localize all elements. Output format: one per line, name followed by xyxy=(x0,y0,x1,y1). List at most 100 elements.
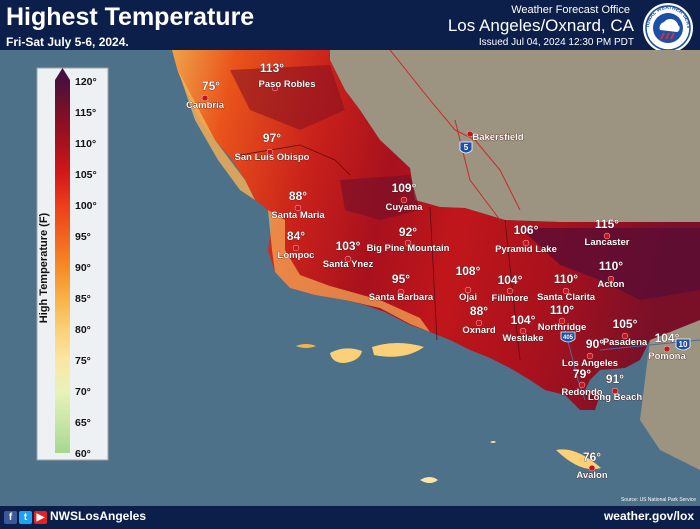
city-name-paso-robles: Paso Robles xyxy=(258,79,315,90)
island-san-miguel xyxy=(296,344,316,348)
coast-cool xyxy=(178,70,255,200)
city-temp-pasadena: 105° xyxy=(613,317,638,331)
city-temp-acton: 110° xyxy=(599,259,623,273)
legend-tick-60: 60° xyxy=(75,448,91,460)
legend-tick-65: 65° xyxy=(75,417,91,429)
youtube-icon[interactable]: ▶ xyxy=(34,510,47,524)
island-santa-cruz xyxy=(372,343,424,357)
city-temp-redondo: 79° xyxy=(573,367,591,381)
city-name-acton: Acton xyxy=(598,279,625,290)
social-icons: f t ▶ xyxy=(4,509,47,525)
social-handle[interactable]: NWSLosAngeles xyxy=(50,509,147,523)
legend-tick-70: 70° xyxy=(75,386,91,398)
road-i5-north xyxy=(454,119,501,221)
island-san-nicolas xyxy=(420,477,438,483)
forecast-land xyxy=(172,50,700,410)
island-santa-rosa xyxy=(330,348,362,363)
county-line-sb-ventura xyxy=(429,206,438,341)
temperature-legend: High Temperature (F) 120° 115° 110° 105°… xyxy=(36,67,109,461)
twitter-icon[interactable]: t xyxy=(19,510,32,524)
city-temp-los-angeles: 90° xyxy=(586,337,604,351)
city-temp-pyramid-lake: 106° xyxy=(514,223,539,237)
city-dot-fillmore xyxy=(506,287,514,295)
svg-text:405: 405 xyxy=(563,335,574,341)
city-dot-san-luis-obispo xyxy=(266,148,274,156)
city-name-pasadena: Pasadena xyxy=(603,337,648,348)
city-dot-redondo xyxy=(578,381,586,389)
city-name-northridge: Northridge xyxy=(538,322,587,333)
legend-tick-100: 100° xyxy=(75,200,97,212)
temperature-map: 5 405 10 High Temperature (F) 120° 115° … xyxy=(0,50,700,506)
footer-bar: f t ▶ NWSLosAngeles weather.gov/lox xyxy=(0,506,700,529)
city-name-lompoc: Lompoc xyxy=(278,250,315,261)
city-dot-big-pine-mountain xyxy=(404,239,412,247)
road-99 xyxy=(389,50,521,211)
city-dot-paso-robles xyxy=(271,84,279,92)
city-temp-fillmore: 104° xyxy=(498,273,523,287)
city-temp-cuyama: 109° xyxy=(392,181,417,195)
city-dot-pyramid-lake xyxy=(522,239,530,247)
city-temp-pomona: 104° xyxy=(655,331,680,345)
city-dot-lancaster xyxy=(603,232,611,240)
city-dot-santa-clarita xyxy=(562,287,570,295)
city-name-pyramid-lake: Pyramid Lake xyxy=(495,244,557,255)
city-temp-paso-robles: 113° xyxy=(260,61,284,75)
legend-tick-110: 110° xyxy=(75,138,96,150)
city-temp-oxnard: 88° xyxy=(470,304,488,318)
city-dot-avalon xyxy=(588,464,596,472)
legend-tick-105: 105° xyxy=(75,169,97,181)
island-catalina xyxy=(556,449,601,470)
city-temp-westlake: 104° xyxy=(511,313,536,327)
legend-title: High Temperature (F) xyxy=(38,212,50,323)
city-dot-santa-ynez xyxy=(344,255,352,263)
office-label: Weather Forecast Office xyxy=(511,4,630,16)
city-name-cambria: Cambria xyxy=(186,100,225,111)
city-temp-santa-ynez: 103° xyxy=(336,239,361,253)
legend-tick-115: 115° xyxy=(75,107,96,119)
city-dot-cuyama xyxy=(400,196,408,204)
facebook-icon[interactable]: f xyxy=(4,510,17,524)
road-i405 xyxy=(564,329,586,401)
island-santa-barbara xyxy=(490,441,496,443)
outside-land-east xyxy=(640,320,700,470)
legend-tick-95: 95° xyxy=(75,231,91,243)
city-dot-ojai xyxy=(464,286,472,294)
city-name-santa-ynez: Santa Ynez xyxy=(323,259,374,270)
city-temp-santa-barbara: 95° xyxy=(392,272,410,286)
city-dot-pomona xyxy=(663,345,671,353)
city-name-westlake: Westlake xyxy=(502,333,543,344)
city-name-ojai: Ojai xyxy=(459,292,477,303)
city-temp-lancaster: 115° xyxy=(595,217,619,231)
legend-tick-75: 75° xyxy=(75,355,91,367)
city-name-santa-barbara: Santa Barbara xyxy=(369,292,434,303)
cuyama-hot xyxy=(340,175,420,220)
city-temp-northridge: 110° xyxy=(550,303,574,317)
city-name-big-pine-mountain: Big Pine Mountain xyxy=(367,243,450,254)
nws-logo-icon: NATIONAL WEATHER SERVICE xyxy=(642,2,693,53)
page-subtitle: Fri-Sat July 5-6, 2024. xyxy=(6,35,129,49)
city-name-santa-clarita: Santa Clarita xyxy=(537,292,596,303)
city-dot-oxnard xyxy=(475,319,483,327)
city-name-redondo: Redondo xyxy=(561,387,602,398)
south-coast-cool xyxy=(268,210,430,332)
svg-text:10: 10 xyxy=(679,340,688,349)
city-dot-santa-barbara xyxy=(397,288,405,296)
city-temp-cambria: 75° xyxy=(202,79,220,93)
city-dot-cambria xyxy=(201,94,209,102)
header-bar: Highest Temperature Fri-Sat July 5-6, 20… xyxy=(0,0,700,53)
city-name-cuyama: Cuyama xyxy=(386,202,424,213)
city-dot-lompoc xyxy=(292,244,300,252)
city-dot-santa-maria xyxy=(294,204,302,212)
legend-tick-120: 120° xyxy=(75,76,97,88)
legend-color-bar xyxy=(55,80,70,453)
city-name-long-beach: Long Beach xyxy=(588,392,643,403)
legend-tick-90: 90° xyxy=(75,262,91,274)
city-name-los-angeles: Los Angeles xyxy=(562,358,618,369)
city-temp-ojai: 108° xyxy=(456,264,481,278)
interstate-405-icon: 405 xyxy=(560,331,576,343)
city-temp-lompoc: 84° xyxy=(287,229,305,243)
website-link[interactable]: weather.gov/lox xyxy=(603,509,694,523)
legend-tick-80: 80° xyxy=(75,324,91,336)
svg-text:5: 5 xyxy=(464,143,469,152)
city-temp-san-luis-obispo: 97° xyxy=(263,131,281,145)
